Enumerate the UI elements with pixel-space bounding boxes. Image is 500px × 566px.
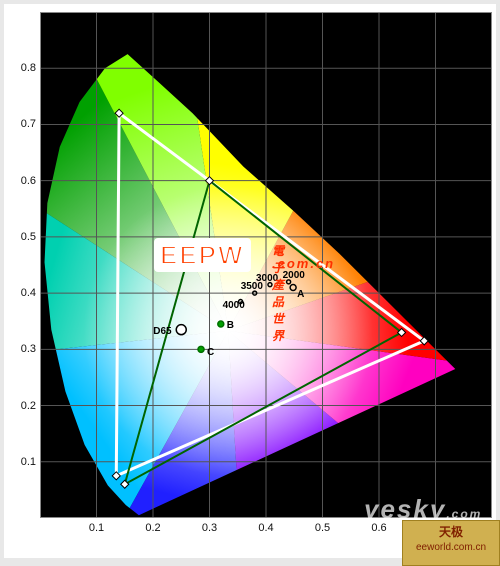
- point-label-A: A: [297, 289, 304, 300]
- point-label-D65: D65: [153, 326, 171, 337]
- eeworld-watermark-box: 天极 eeworld.com.cn: [402, 520, 500, 566]
- y-tick-label: 0.1: [6, 456, 36, 468]
- eepw-watermark: EEPW 電子產品世界 .com.cn: [154, 240, 251, 271]
- point-C: [198, 346, 204, 352]
- eeworld-line2: eeworld.com.cn: [403, 541, 499, 554]
- x-tick-label: 0.1: [82, 522, 112, 534]
- point-B: [218, 321, 224, 327]
- y-tick-label: 0.6: [6, 175, 36, 187]
- point-label-3500: 3500: [241, 281, 263, 292]
- y-tick-label: 0.3: [6, 343, 36, 355]
- x-tick-label: 0.4: [251, 522, 281, 534]
- x-tick-label: 0.2: [138, 522, 168, 534]
- y-tick-label: 0.8: [6, 62, 36, 74]
- x-tick-label: 0.5: [308, 522, 338, 534]
- plot-area: D65CBA2000300035004000: [40, 12, 492, 518]
- eeworld-line1: 天极: [403, 525, 499, 541]
- chart-container: D65CBA2000300035004000 0.10.20.30.40.50.…: [4, 4, 496, 558]
- point-label-C: C: [207, 347, 214, 358]
- yesky-suffix: .com: [446, 507, 482, 521]
- y-tick-label: 0.4: [6, 287, 36, 299]
- point-D65: [176, 325, 186, 335]
- eepw-logo-text: EEPW: [154, 238, 251, 272]
- eepw-url: .com.cn: [272, 256, 335, 271]
- y-tick-label: 0.5: [6, 231, 36, 243]
- chromaticity-svg: [40, 12, 492, 518]
- point-label-B: B: [227, 320, 234, 331]
- y-tick-label: 0.2: [6, 400, 36, 412]
- point-label-4000: 4000: [223, 300, 245, 311]
- x-tick-label: 0.3: [195, 522, 225, 534]
- y-tick-label: 0.7: [6, 118, 36, 130]
